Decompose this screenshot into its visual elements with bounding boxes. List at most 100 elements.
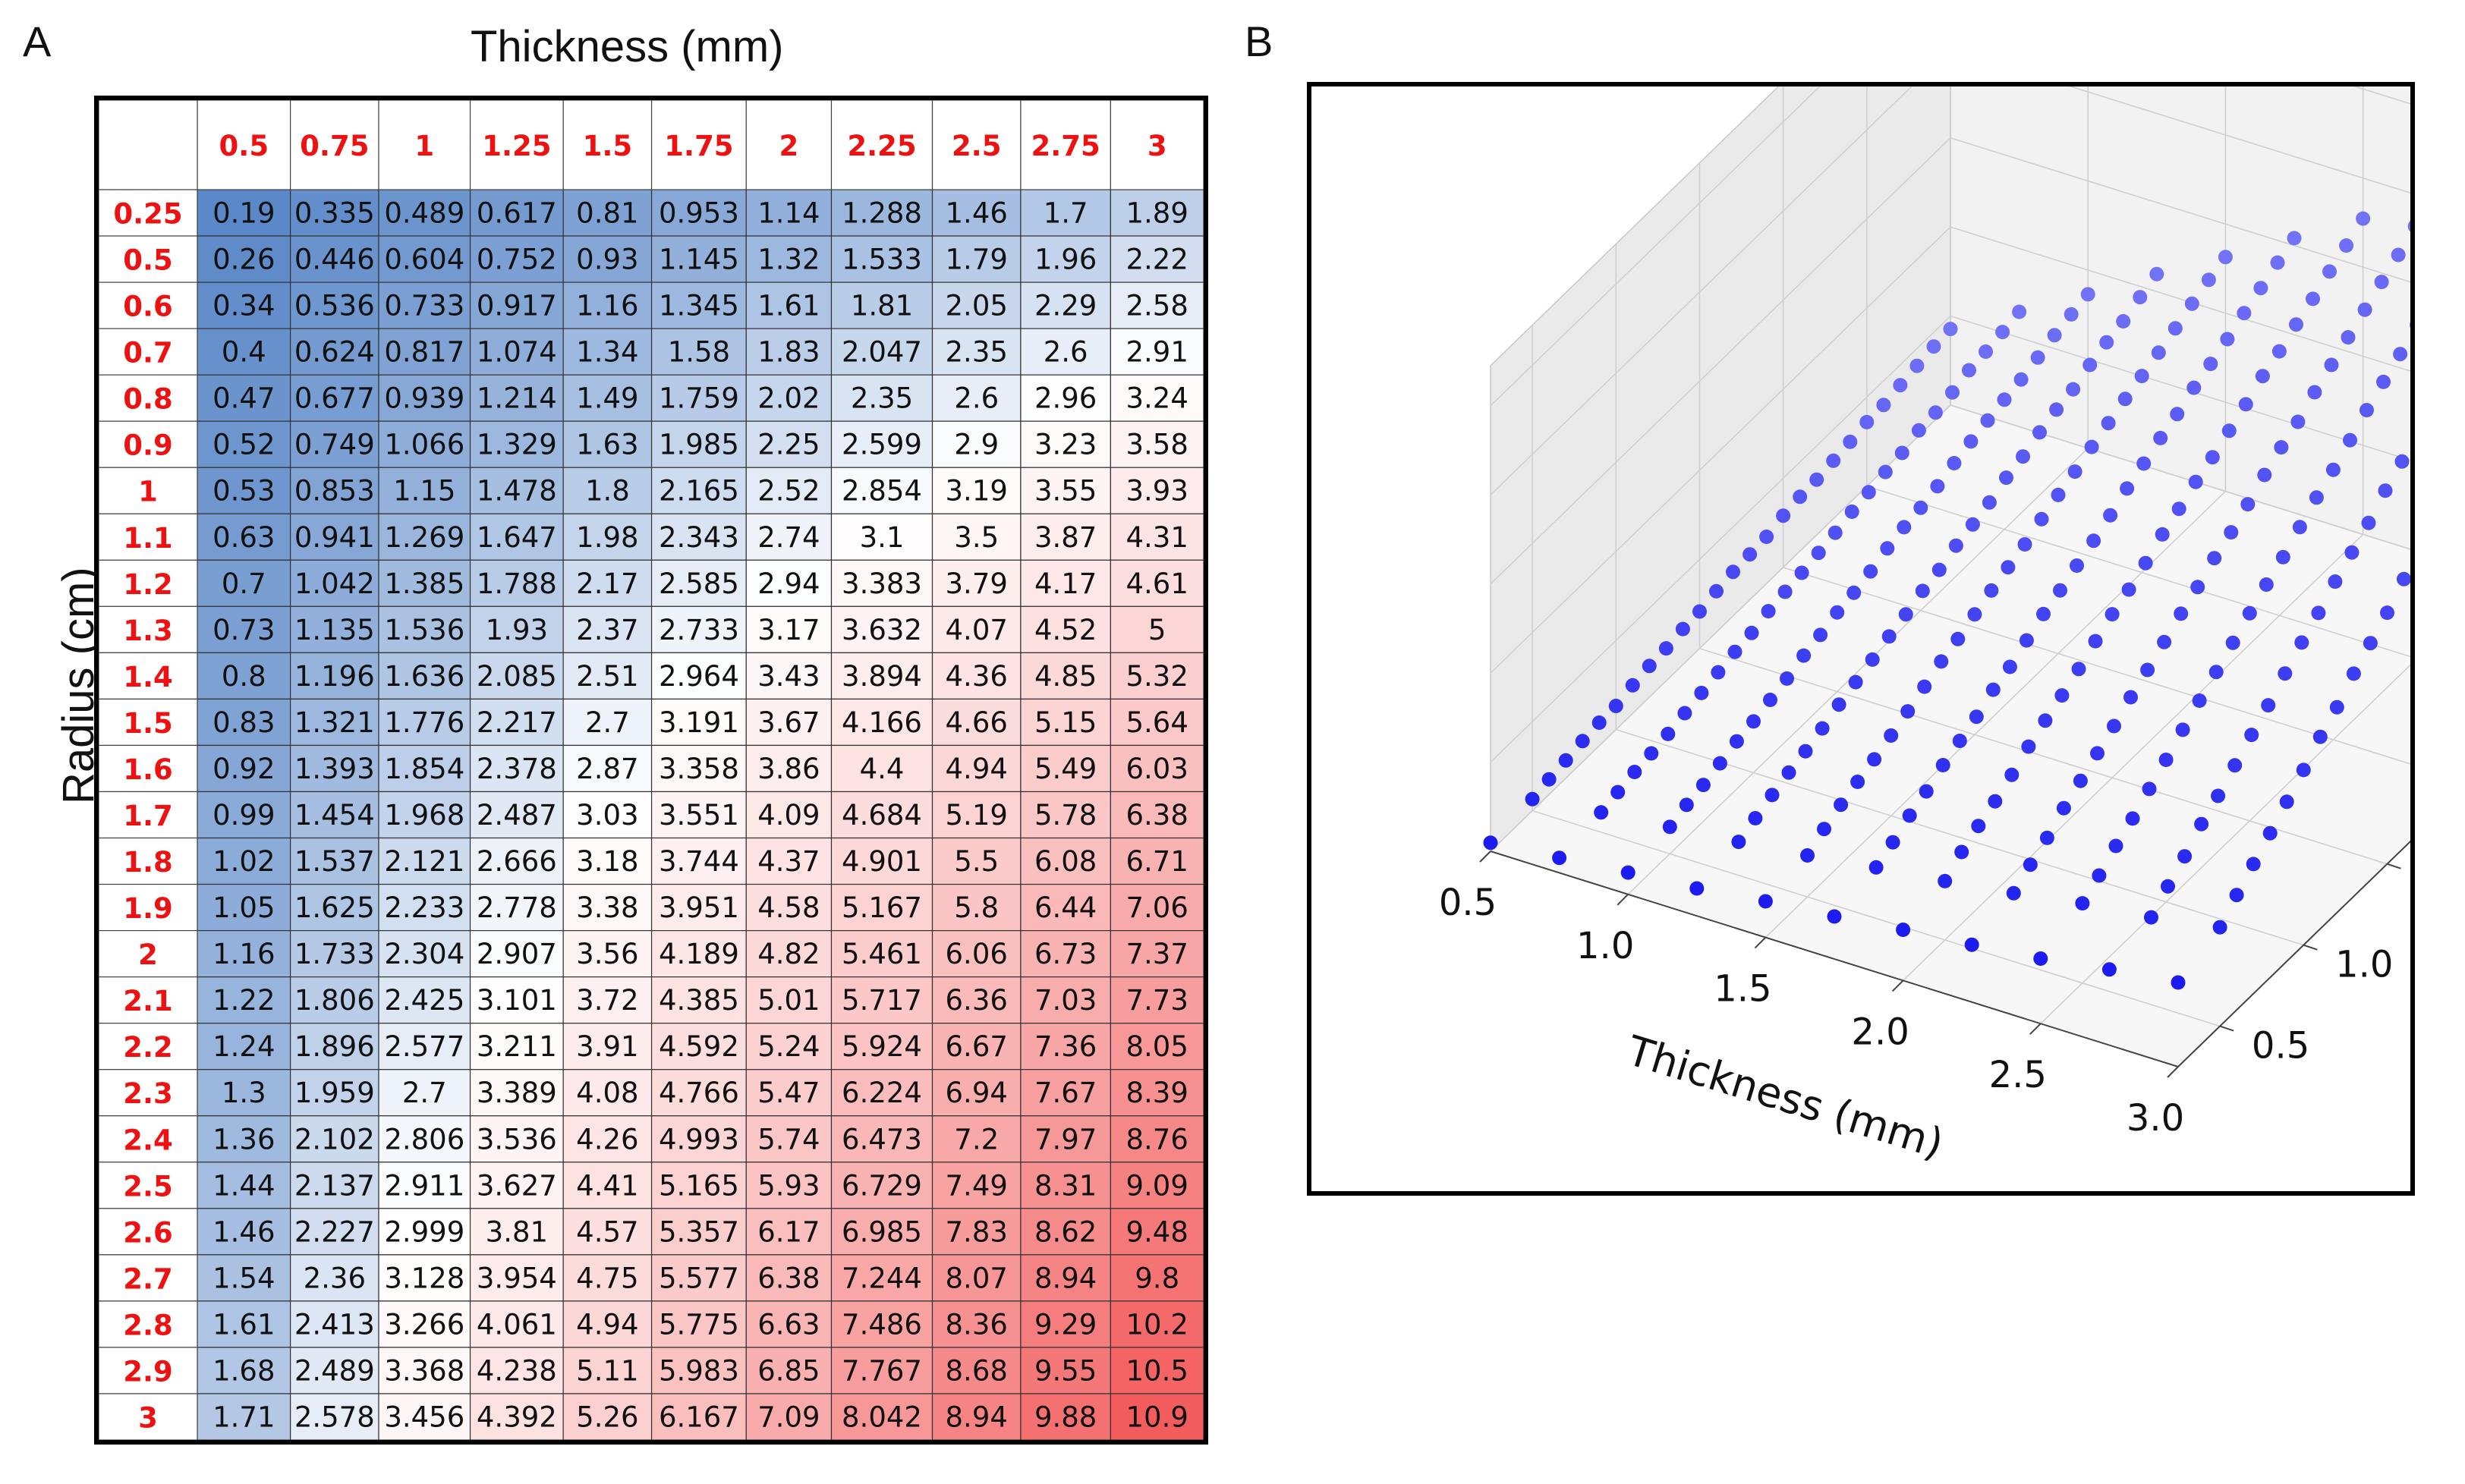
scatter-point	[2190, 580, 2205, 595]
heat-cell	[1110, 467, 1204, 514]
heat-cell	[469, 1069, 564, 1117]
heat-cell-value: 1.066	[384, 429, 464, 461]
heat-cell	[197, 976, 291, 1024]
heat-cell-value: 4.4	[860, 753, 905, 785]
scatter-point	[2261, 698, 2276, 713]
heat-cell-value: 2.577	[384, 1030, 464, 1063]
heat-cell	[469, 1208, 564, 1256]
heat-cell	[562, 698, 653, 747]
scatter-point	[2171, 501, 2186, 517]
heat-cell-value: 6.17	[757, 1215, 820, 1248]
heat-cell-value: 3.19	[946, 475, 1008, 508]
heat-cell-value: 6.473	[842, 1123, 922, 1155]
row-label-cell	[99, 281, 198, 329]
thickness-tick	[1891, 979, 1904, 992]
header-cell	[378, 100, 471, 190]
scatter-point	[2161, 879, 2175, 894]
heat-cell-value: 1.58	[668, 336, 730, 369]
heat-cell-value: 1.214	[477, 382, 557, 415]
heat-cell	[830, 929, 933, 978]
heat-cell-value: 1.536	[384, 614, 464, 646]
heat-cell	[197, 837, 291, 885]
heat-cell-value: 0.4	[222, 336, 266, 369]
heat-cell	[378, 513, 471, 561]
heat-cell-value: 0.34	[212, 290, 275, 322]
heat-cell-value: 2.413	[294, 1308, 375, 1341]
scatter-point	[1900, 704, 1916, 719]
heat-cell	[378, 883, 471, 932]
scatter-point	[1928, 405, 1943, 420]
scatter-point	[1694, 685, 1709, 700]
scatter-point	[2054, 688, 2070, 703]
heat-cell	[469, 281, 564, 329]
heat-cell	[290, 281, 379, 329]
scatter-point	[1727, 644, 1742, 659]
scatter-point	[2012, 304, 2027, 319]
heat-cell	[745, 328, 833, 376]
scatter-point	[2262, 825, 2278, 841]
heat-cell	[290, 420, 379, 468]
heat-cell-value: 2.52	[757, 475, 820, 508]
heat-cell	[830, 1162, 933, 1209]
scatter-point	[2192, 693, 2207, 708]
heat-cell	[830, 1347, 933, 1394]
heat-cell-value: 0.92	[212, 753, 275, 785]
scatter-point	[2090, 746, 2105, 761]
heat-cell	[197, 1393, 291, 1440]
heat-cell	[197, 605, 291, 653]
heat-cell	[830, 513, 933, 561]
heat-cell	[745, 281, 833, 329]
radius-row-label: 2.4	[123, 1124, 173, 1156]
heat-cell	[197, 929, 291, 978]
scatter-point	[1876, 398, 1891, 413]
scatter-point	[2004, 767, 2020, 782]
heat-cell-value: 6.38	[1125, 799, 1188, 832]
scatter-point	[1846, 585, 1862, 600]
scatter-point	[1965, 517, 1980, 532]
heat-cell-value: 1.15	[393, 475, 455, 508]
row-label-cell	[99, 1115, 198, 1163]
heat-cell	[830, 559, 933, 607]
scatter-point	[1679, 797, 1694, 813]
heat-cell-value: 4.36	[946, 660, 1008, 693]
heat-cell	[1110, 929, 1204, 978]
scatter-point	[2033, 951, 2048, 966]
scatter-point	[1689, 881, 1705, 896]
scatter-point	[2311, 605, 2326, 621]
scatter-point	[1938, 873, 1953, 888]
heat-cell-value: 2.121	[384, 845, 464, 878]
heat-cell-value: 5.15	[1034, 706, 1097, 739]
scatter-point	[1748, 811, 1763, 825]
scatter-point	[1746, 714, 1761, 729]
heat-cell-value: 2.22	[1125, 244, 1188, 276]
heat-cell-value: 4.189	[659, 938, 739, 970]
scatter-point	[2088, 634, 2103, 649]
scatter-point	[2002, 659, 2017, 674]
heat-cell	[378, 281, 471, 329]
heat-cell	[1020, 1208, 1111, 1256]
scatter-point	[1729, 734, 1744, 749]
heat-cell-value: 3.5	[954, 521, 999, 554]
row-label-cell	[99, 698, 198, 747]
radius-row-label: 0.5	[123, 244, 173, 277]
heat-cell-value: 5.78	[1034, 799, 1097, 832]
scatter-point	[1865, 652, 1880, 667]
heat-cell-value: 7.36	[1034, 1030, 1097, 1063]
heat-cell	[290, 1023, 379, 1071]
row-label-cell	[99, 467, 198, 514]
heat-cell-value: 8.07	[946, 1262, 1008, 1294]
thickness-tick-label: 1.5	[1714, 968, 1771, 1011]
heat-cell	[931, 235, 1022, 283]
heat-cell-value: 3.91	[576, 1030, 638, 1063]
scatter-point	[2036, 606, 2051, 621]
floor-grid-line	[1866, 486, 2410, 658]
heat-cell	[290, 328, 379, 376]
heat-cell	[562, 467, 653, 514]
scatter-point	[2294, 635, 2309, 650]
heat-cell-value: 2.378	[477, 753, 557, 785]
scatter-point	[2357, 302, 2372, 317]
heat-cell	[469, 1162, 564, 1209]
scatter-point	[2246, 857, 2261, 872]
heat-cell	[469, 1115, 564, 1163]
heat-cell-value: 4.07	[946, 614, 1008, 646]
